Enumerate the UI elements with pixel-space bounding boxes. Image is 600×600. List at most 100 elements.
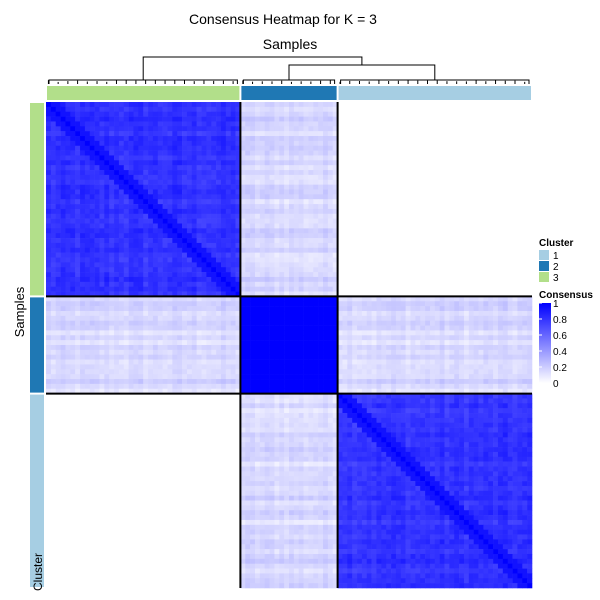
heatmap-cell (240, 218, 246, 224)
heatmap-cell (250, 281, 256, 287)
heatmap-cell (342, 276, 348, 283)
heatmap-cell (381, 276, 387, 283)
heatmap-cell (439, 257, 445, 263)
heatmap-cell (269, 247, 275, 253)
heatmap-cell (148, 111, 154, 117)
heatmap-cell (366, 281, 372, 287)
heatmap-cell (366, 238, 372, 244)
heatmap-cell (118, 233, 125, 239)
heatmap-cell (186, 199, 193, 205)
heatmap-cell (274, 199, 280, 205)
heatmap-cell (89, 208, 95, 215)
heatmap-cell (327, 184, 334, 190)
heatmap-cell (454, 296, 460, 302)
heatmap-cell (434, 238, 440, 244)
heatmap-cell (182, 320, 188, 326)
heatmap-cell (259, 111, 265, 117)
heatmap-cell (429, 213, 436, 219)
heatmap-cell (118, 223, 125, 229)
heatmap-cell (405, 116, 411, 122)
heatmap-cell (196, 281, 202, 287)
heatmap-cell (449, 160, 455, 166)
heatmap-cell (415, 126, 421, 132)
heatmap-cell (308, 238, 314, 244)
heatmap-cell (386, 291, 392, 297)
heatmap-cell (429, 267, 436, 273)
heatmap-cell (439, 242, 445, 249)
heatmap-cell (201, 199, 207, 205)
heatmap-cell (128, 286, 134, 292)
heatmap-cell (483, 179, 489, 185)
heatmap-cell (60, 199, 66, 205)
heatmap-cell (400, 102, 406, 108)
heatmap-cell (172, 330, 178, 336)
heatmap-cell (220, 160, 227, 166)
heatmap-cell (527, 272, 533, 278)
heatmap-cell (395, 238, 402, 244)
heatmap-cell (517, 325, 523, 331)
heatmap-cell (323, 228, 329, 234)
heatmap-cell (220, 330, 227, 336)
heatmap-cell (425, 257, 431, 263)
heatmap-cell (459, 262, 465, 268)
heatmap-cell (109, 155, 115, 161)
heatmap-cell (507, 247, 513, 253)
heatmap-cell (308, 199, 314, 205)
heatmap-cell (46, 131, 52, 137)
heatmap-cell (70, 291, 76, 297)
heatmap-cell (269, 102, 275, 108)
heatmap-cell (157, 111, 163, 117)
heatmap-cell (123, 116, 129, 122)
heatmap-cell (128, 272, 134, 278)
heatmap-cell (371, 238, 377, 244)
heatmap-cell (483, 194, 489, 200)
heatmap-cell (386, 272, 392, 278)
heatmap-cell (104, 242, 110, 249)
heatmap-cell (123, 204, 129, 210)
heatmap-cell (206, 170, 212, 176)
heatmap-cell (157, 310, 163, 317)
heatmap-cell (502, 320, 508, 326)
heatmap-cell (60, 315, 66, 321)
heatmap-cell (230, 136, 236, 142)
heatmap-cell (138, 218, 144, 224)
heatmap-cell (429, 330, 436, 336)
heatmap-cell (211, 155, 217, 161)
heatmap-cell (118, 267, 125, 273)
heatmap-cell (400, 184, 406, 190)
heatmap-cell (517, 242, 523, 249)
heatmap-cell (468, 204, 474, 210)
heatmap-cell (250, 335, 256, 341)
heatmap-cell (250, 296, 256, 302)
heatmap-cell (454, 136, 460, 142)
heatmap-cell (89, 184, 95, 190)
heatmap-cell (284, 106, 290, 113)
heatmap-cell (55, 301, 61, 307)
heatmap-cell (220, 199, 227, 205)
heatmap-cell (483, 170, 489, 176)
heatmap-cell (70, 106, 76, 113)
heatmap-cell (391, 286, 397, 292)
heatmap-cell (114, 276, 120, 283)
heatmap-cell (313, 238, 319, 244)
heatmap-cell (104, 340, 110, 346)
heatmap-cell (517, 257, 523, 263)
heatmap-cell (225, 281, 231, 287)
heatmap-cell (94, 218, 100, 224)
heatmap-cell (84, 247, 91, 253)
heatmap-cell (366, 131, 372, 137)
heatmap-cell (186, 306, 193, 312)
heatmap-cell (386, 199, 392, 205)
heatmap-cell (60, 330, 66, 336)
heatmap-cell (463, 174, 470, 181)
heatmap-cell (211, 111, 217, 117)
heatmap-cell (80, 199, 86, 205)
heatmap-cell (114, 252, 120, 258)
heatmap-cell (454, 330, 460, 336)
heatmap-cell (342, 194, 348, 200)
heatmap-cell (65, 208, 71, 215)
heatmap-cell (444, 291, 450, 297)
heatmap-cell (483, 131, 489, 137)
heatmap-cell (425, 111, 431, 117)
heatmap-cell (118, 242, 125, 249)
